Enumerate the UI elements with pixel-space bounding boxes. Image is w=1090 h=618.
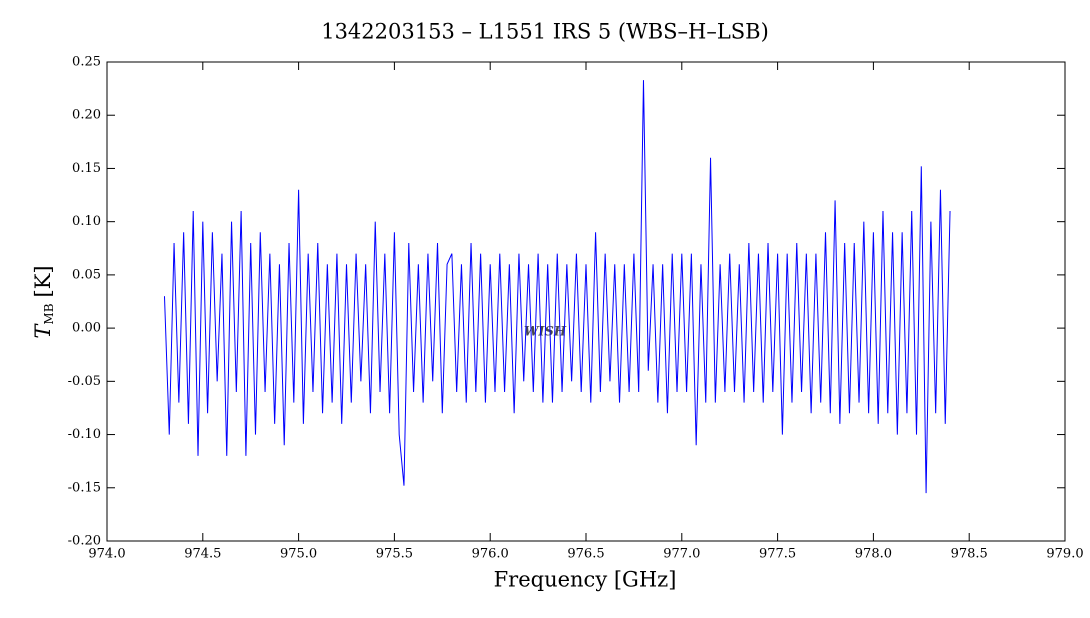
- x-tick-label: 975.0: [280, 547, 317, 562]
- plot-frame: [106, 61, 1066, 542]
- y-axis-label: TMB [K]: [31, 265, 56, 338]
- x-tick-label: 974.5: [184, 547, 221, 562]
- x-tick-label: 977.0: [663, 547, 700, 562]
- y-tick-label: 0.05: [72, 267, 101, 282]
- y-axis-label-subscript: MB: [42, 303, 56, 324]
- x-tick-label: 977.5: [759, 547, 796, 562]
- chart-title: 1342203153 – L1551 IRS 5 (WBS–H–LSB): [321, 20, 769, 44]
- x-tick-label: 979.0: [1046, 547, 1083, 562]
- x-tick-label: 974.0: [88, 547, 125, 562]
- y-tick-label: -0.05: [68, 374, 101, 389]
- x-axis-label: Frequency [GHz]: [494, 568, 677, 592]
- y-tick-label: -0.10: [68, 427, 101, 442]
- spectrum-line: [163, 80, 951, 494]
- x-tick-label: 976.5: [567, 547, 604, 562]
- y-tick-label: -0.20: [68, 534, 101, 549]
- y-tick-label: 0.10: [72, 214, 101, 229]
- y-tick-label: 0.15: [72, 161, 101, 176]
- y-tick-label: 0.25: [72, 55, 101, 70]
- y-tick-label: 0.00: [72, 321, 101, 336]
- y-axis-label-unit: [K]: [31, 265, 55, 297]
- x-tick-label: 978.5: [951, 547, 988, 562]
- y-tick-label: 0.20: [72, 108, 101, 123]
- x-tick-label: 976.0: [472, 547, 509, 562]
- x-tick-label: 978.0: [855, 547, 892, 562]
- y-axis-label-symbol: T: [31, 323, 55, 339]
- x-tick-label: 975.5: [376, 547, 413, 562]
- y-tick-label: -0.15: [68, 480, 101, 495]
